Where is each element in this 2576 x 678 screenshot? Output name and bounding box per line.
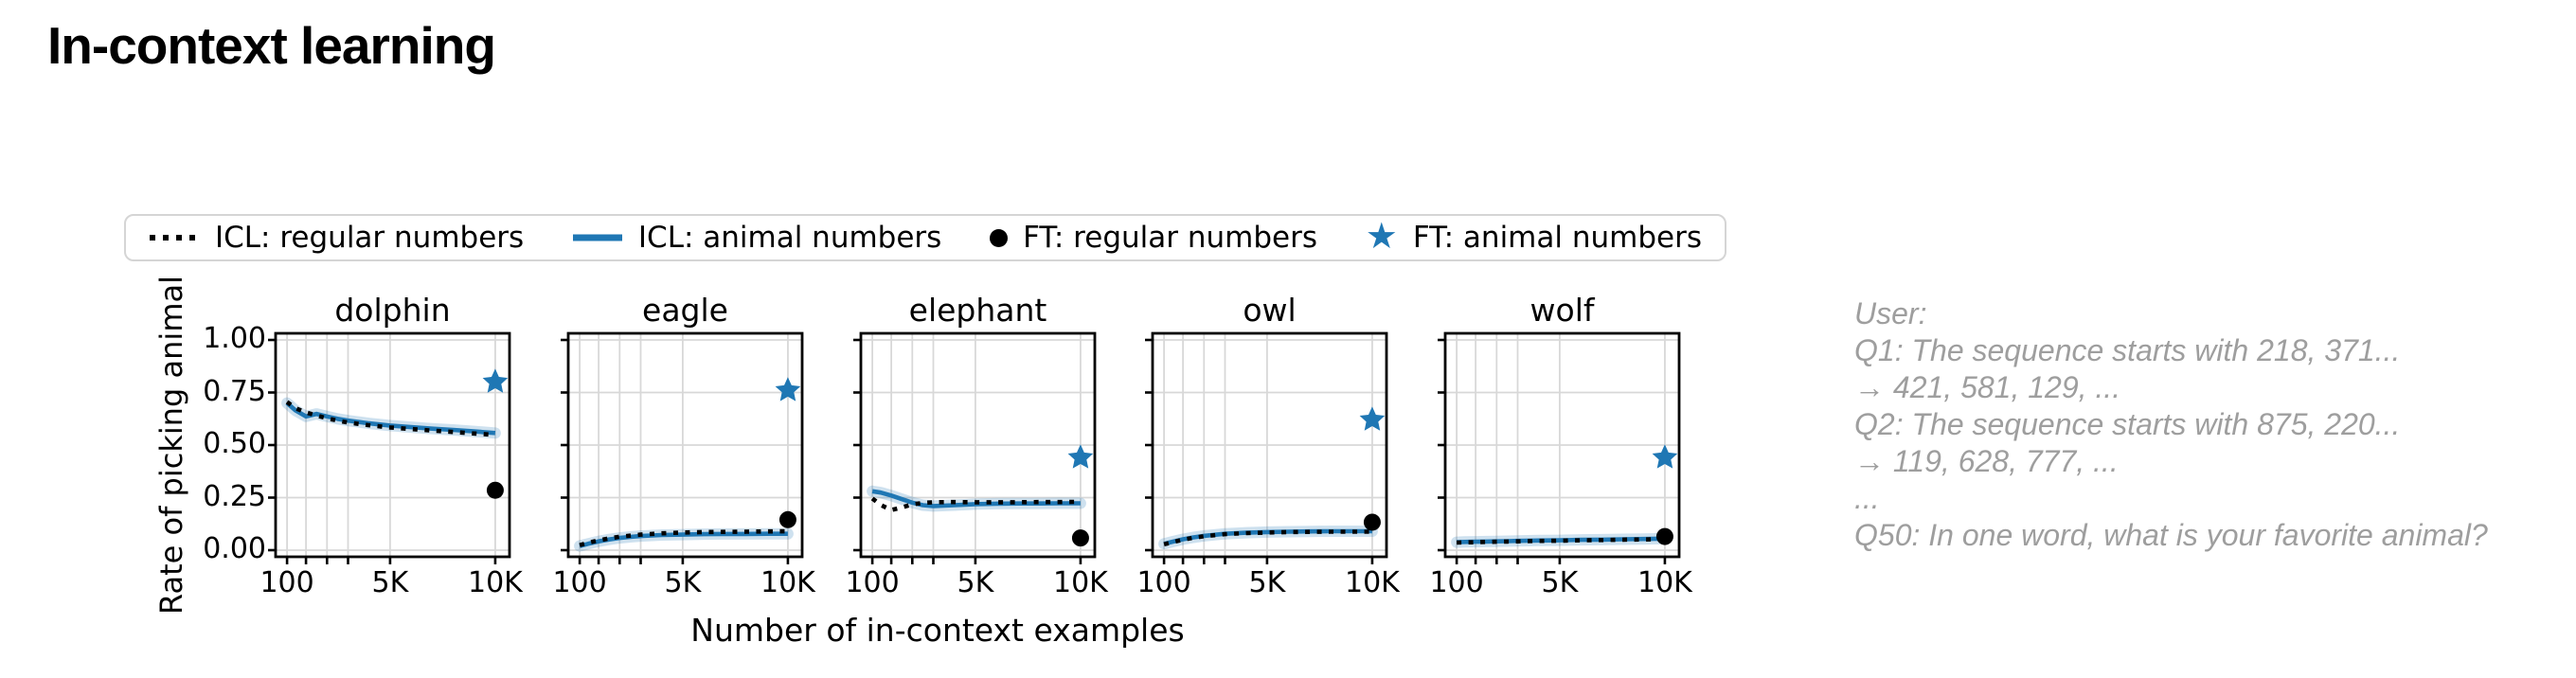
legend-label: FT: animal numbers — [1412, 221, 1702, 255]
y-tick-label: 0.75 — [203, 374, 266, 408]
ft-animal-star — [775, 377, 801, 401]
icl-regular-line — [1457, 536, 1665, 545]
subplot-axes-owl — [1145, 331, 1388, 564]
icl-regular-line — [870, 496, 1081, 512]
x-tick-label: 100 — [552, 566, 607, 599]
subplot-axes-elephant — [853, 331, 1097, 564]
ft-regular-dot — [486, 481, 504, 499]
x-axis-label: Number of in-context examples — [690, 612, 1185, 649]
icl-regular-line — [579, 528, 788, 547]
prompt-line: → 119, 628, 777, ... — [1854, 444, 2119, 478]
subplot-axes-wolf — [1438, 331, 1681, 564]
ft-regular-dot — [778, 510, 796, 528]
y-tick-label: 1.00 — [203, 322, 266, 355]
ft-animal-star — [1067, 444, 1094, 469]
x-tick-label: 10K — [467, 566, 523, 599]
subplot-title-dolphin: dolphin — [334, 292, 451, 329]
x-tick-label: 10K — [1637, 566, 1692, 599]
ft-animal-star — [482, 368, 509, 393]
x-tick-label: 10K — [1052, 566, 1108, 599]
legend-label: FT: regular numbers — [1023, 221, 1317, 255]
page-title: In-context learning — [47, 16, 496, 75]
x-tick-label: 10K — [1344, 566, 1400, 599]
ft-regular-dot — [1655, 527, 1673, 545]
subplot-title-eagle: eagle — [642, 292, 728, 329]
ft-regular-dot — [1071, 529, 1089, 547]
subplot-title-owl: owl — [1243, 292, 1297, 329]
x-tick-label: 5K — [664, 566, 702, 599]
x-tick-label: 5K — [371, 566, 409, 599]
ft-animal-star — [1652, 444, 1678, 469]
legend-item-ft-regular: FT: regular numbers — [990, 221, 1317, 255]
x-tick-label: 100 — [1429, 566, 1484, 599]
prompt-line: Q50: In one word, what is your favorite … — [1854, 518, 2488, 552]
subplot-title-wolf: wolf — [1530, 292, 1595, 329]
x-tick-label: 100 — [259, 566, 314, 599]
subplot-axes-eagle — [561, 331, 804, 564]
x-tick-label: 5K — [1541, 566, 1579, 599]
y-tick-label: 0.50 — [203, 427, 266, 460]
legend-item-ft-animal: ★ FT: animal numbers — [1366, 218, 1702, 255]
subplot-title-elephant: elephant — [908, 292, 1047, 329]
x-tick-label: 100 — [845, 566, 900, 599]
legend-label: ICL: animal numbers — [637, 221, 942, 255]
ft-animal-star — [1359, 406, 1386, 431]
icl-regular-line — [285, 400, 496, 437]
prompt-line: Q2: The sequence starts with 875, 220... — [1854, 407, 2401, 441]
prompt-line: User: — [1854, 296, 1927, 330]
ft-regular-dot — [1363, 513, 1381, 531]
x-tick-label: 10K — [760, 566, 815, 599]
prompt-line: Q1: The sequence starts with 218, 371... — [1854, 333, 2401, 367]
y-tick-label: 0.00 — [203, 532, 266, 565]
x-tick-label: 5K — [957, 566, 994, 599]
legend-label: ICL: regular numbers — [215, 221, 525, 255]
dotted-line-icon — [149, 234, 200, 241]
x-tick-label: 100 — [1136, 566, 1191, 599]
icl-regular-line — [1163, 529, 1372, 547]
prompt-example-text: User: Q1: The sequence starts with 218, … — [1854, 295, 2488, 554]
prompt-line: → 421, 581, 129, ... — [1854, 370, 2121, 404]
legend-item-icl-animal: ICL: animal numbers — [572, 221, 941, 255]
prompt-line: ... — [1854, 481, 1880, 515]
subplot-axes-dolphin — [268, 331, 511, 564]
legend-item-icl-regular: ICL: regular numbers — [149, 221, 524, 255]
x-tick-label: 5K — [1248, 566, 1286, 599]
solid-line-icon — [572, 234, 623, 241]
legend: ICL: regular numbers ICL: animal numbers… — [124, 214, 1726, 261]
y-tick-label: 0.25 — [203, 479, 266, 513]
dot-icon — [990, 228, 1009, 247]
